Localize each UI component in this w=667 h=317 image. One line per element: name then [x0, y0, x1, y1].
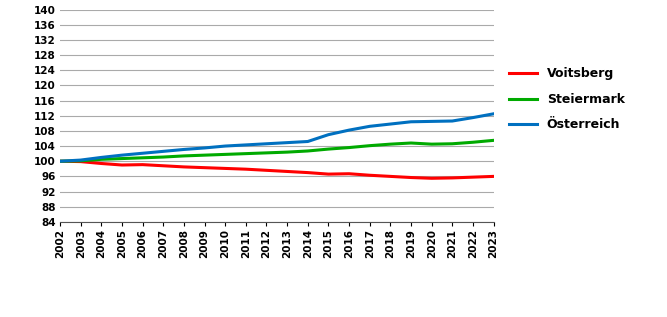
Steiermark	[366, 144, 374, 148]
Österreich	[324, 133, 332, 137]
Voitsberg	[407, 176, 415, 179]
Line: Steiermark: Steiermark	[60, 140, 494, 161]
Steiermark	[77, 159, 85, 163]
Voitsberg	[386, 174, 394, 178]
Steiermark	[201, 153, 209, 157]
Steiermark	[221, 152, 229, 156]
Österreich	[428, 120, 436, 123]
Österreich	[303, 139, 311, 143]
Österreich	[283, 141, 291, 145]
Line: Österreich: Österreich	[60, 114, 494, 161]
Österreich	[180, 147, 188, 151]
Steiermark	[97, 158, 105, 161]
Österreich	[407, 120, 415, 124]
Österreich	[345, 128, 353, 132]
Österreich	[97, 156, 105, 159]
Steiermark	[56, 159, 64, 163]
Steiermark	[324, 147, 332, 151]
Steiermark	[490, 139, 498, 142]
Steiermark	[386, 142, 394, 146]
Voitsberg	[139, 163, 147, 166]
Voitsberg	[428, 176, 436, 180]
Österreich	[366, 124, 374, 128]
Österreich	[242, 143, 250, 147]
Österreich	[201, 146, 209, 150]
Voitsberg	[490, 174, 498, 178]
Voitsberg	[159, 164, 167, 168]
Voitsberg	[469, 175, 477, 179]
Voitsberg	[345, 172, 353, 176]
Österreich	[139, 151, 147, 155]
Voitsberg	[263, 168, 271, 172]
Österreich	[448, 119, 456, 123]
Voitsberg	[77, 160, 85, 164]
Österreich	[77, 158, 85, 162]
Österreich	[469, 116, 477, 120]
Legend: Voitsberg, Steiermark, Österreich: Voitsberg, Steiermark, Österreich	[504, 62, 630, 137]
Österreich	[159, 149, 167, 153]
Voitsberg	[242, 167, 250, 171]
Voitsberg	[97, 162, 105, 165]
Österreich	[221, 144, 229, 148]
Steiermark	[345, 146, 353, 150]
Österreich	[490, 112, 498, 116]
Voitsberg	[180, 165, 188, 169]
Steiermark	[469, 140, 477, 144]
Voitsberg	[448, 176, 456, 180]
Österreich	[263, 142, 271, 146]
Österreich	[56, 159, 64, 163]
Steiermark	[448, 142, 456, 146]
Voitsberg	[221, 166, 229, 170]
Österreich	[386, 122, 394, 126]
Voitsberg	[324, 172, 332, 176]
Steiermark	[428, 142, 436, 146]
Voitsberg	[118, 163, 126, 167]
Steiermark	[139, 156, 147, 160]
Steiermark	[283, 150, 291, 154]
Voitsberg	[366, 173, 374, 177]
Line: Voitsberg: Voitsberg	[60, 161, 494, 178]
Voitsberg	[303, 171, 311, 174]
Steiermark	[180, 154, 188, 158]
Steiermark	[407, 141, 415, 145]
Österreich	[118, 153, 126, 157]
Voitsberg	[283, 170, 291, 173]
Voitsberg	[56, 159, 64, 163]
Steiermark	[303, 149, 311, 153]
Steiermark	[263, 151, 271, 155]
Steiermark	[242, 152, 250, 156]
Steiermark	[118, 157, 126, 160]
Steiermark	[159, 155, 167, 159]
Voitsberg	[201, 166, 209, 170]
